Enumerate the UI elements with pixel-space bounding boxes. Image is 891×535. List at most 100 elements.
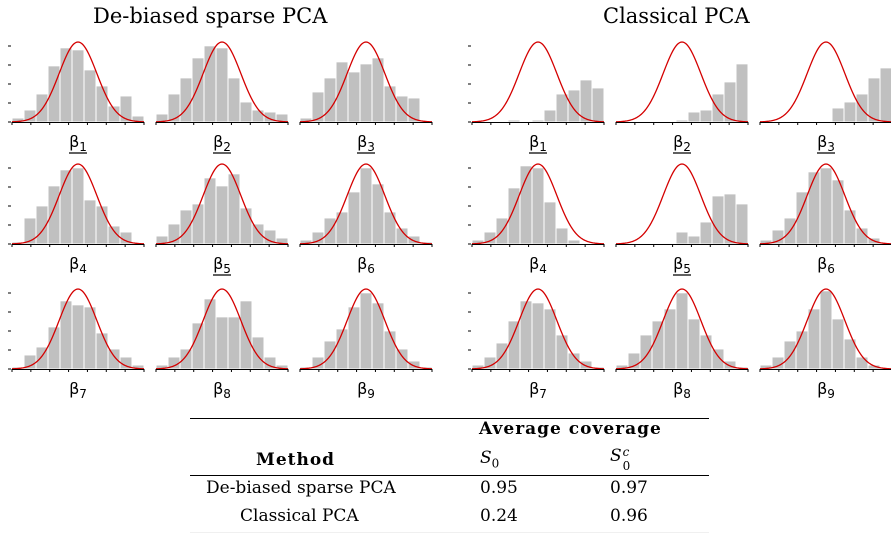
histogram-panel-g0-p5: β5	[155, 163, 289, 276]
hist-bar-g0-p7-6	[71, 304, 85, 370]
panel-label-symbol-g0-p9: β	[357, 379, 367, 398]
hist-bar-g0-p9-9	[395, 348, 409, 370]
panel-label-g0-p3: β3	[357, 132, 375, 154]
hist-bar-g1-p3-10	[867, 77, 881, 123]
hist-bar-g1-p3-9	[855, 93, 869, 123]
table-bottom-rule	[190, 532, 709, 533]
hist-bar-g1-p6-8	[843, 209, 857, 245]
panel-label-index-g0-p5: 5	[223, 262, 231, 276]
panel-label-g1-p7: β7	[529, 379, 547, 401]
hist-bar-g1-p2-6	[675, 119, 689, 123]
hist-bar-g1-p7-6	[531, 302, 545, 370]
header-s0c-superscript: c	[622, 445, 630, 459]
histogram-panel-g0-p3: β3	[299, 41, 433, 154]
hist-bar-g1-p9-3	[783, 340, 797, 370]
hist-bar-g0-p4-7	[83, 199, 97, 245]
panel-label-g0-p4: β4	[69, 254, 87, 276]
hist-bar-g0-p6-5	[347, 191, 361, 245]
hist-bar-g0-p8-3	[179, 348, 193, 370]
row-debiased-method: De-biased sparse PCA	[206, 478, 396, 498]
hist-bar-g0-p2-4	[191, 57, 205, 123]
density-curve-g1-p6	[759, 163, 891, 245]
histogram-panel-g0-p7: β7	[8, 288, 145, 401]
hist-bar-g0-p2-2	[167, 93, 181, 123]
histogram-panel-g1-p6: β6	[759, 163, 891, 276]
hist-bar-g1-p1-4	[507, 119, 521, 123]
hist-bar-g0-p2-3	[179, 77, 193, 123]
hist-bar-g1-p9-4	[795, 330, 809, 370]
panel-label-index-g0-p2: 2	[223, 140, 231, 154]
row-classical-s0: 0.24	[480, 506, 518, 526]
panel-label-symbol-g0-p5: β	[213, 254, 223, 273]
panel-label-index-g1-p9: 9	[827, 387, 835, 401]
density-curve-g0-p6	[299, 163, 433, 245]
hist-bar-g1-p2-7	[687, 111, 701, 123]
panel-label-g0-p1: β1	[69, 132, 87, 154]
hist-bar-g0-p7-8	[95, 332, 109, 370]
hist-bar-g0-p4-5	[59, 169, 73, 245]
hist-bar-g1-p1-10	[579, 79, 593, 123]
panel-label-index-g0-p6: 6	[367, 262, 375, 276]
header-s0c-symbol: S	[610, 446, 622, 466]
hist-bar-g0-p2-6	[215, 47, 229, 123]
hist-bar-g0-p8-9	[251, 336, 265, 370]
panel-label-index-g1-p7: 7	[539, 387, 547, 401]
title-classical-pca: Classical PCA	[603, 4, 750, 28]
panel-label-g1-p5: β5	[673, 254, 691, 276]
hist-bar-g1-p3-8	[843, 101, 857, 123]
panel-label-index-g1-p3: 3	[827, 140, 835, 154]
hist-bar-g1-p6-5	[807, 171, 821, 245]
histogram-panel-g0-p8: β8	[155, 288, 289, 401]
density-curve-g0-p4	[11, 163, 145, 245]
panel-label-symbol-g1-p7: β	[529, 379, 539, 398]
hist-bar-g0-p2-9	[251, 109, 265, 123]
hist-bar-g0-p5-6	[215, 185, 229, 245]
panel-label-symbol-g0-p7: β	[69, 379, 79, 398]
hist-bar-g0-p7-9	[107, 348, 121, 370]
density-curve-g1-p3	[759, 41, 891, 123]
hist-bar-g1-p1-11	[591, 87, 605, 123]
hist-bar-g1-p8-6	[675, 292, 689, 370]
hist-bar-g0-p1-10	[119, 95, 133, 123]
panel-label-symbol-g0-p1: β	[69, 132, 79, 151]
histogram-panel-g0-p9: β9	[299, 288, 433, 401]
density-curve-g1-p8	[615, 288, 749, 370]
panel-label-symbol-g0-p2: β	[213, 132, 223, 151]
header-s0: S0	[480, 448, 499, 470]
hist-bar-g0-p9-6	[359, 292, 373, 370]
histogram-panel-g0-p4: β4	[8, 163, 145, 276]
hist-bar-g0-p4-4	[47, 185, 61, 245]
header-average-coverage: Average coverage	[479, 419, 662, 439]
hist-bar-g1-p4-6	[531, 167, 545, 245]
density-curve-g0-p1	[11, 41, 145, 123]
hist-bar-g1-p7-8	[555, 334, 569, 370]
hist-bar-g0-p1-6	[71, 49, 85, 123]
panel-label-symbol-g1-p9: β	[817, 379, 827, 398]
histogram-panel-g1-p5: β5	[615, 163, 749, 276]
hist-bar-g0-p1-5	[59, 47, 73, 123]
hist-bar-g1-p5-11	[735, 203, 749, 245]
hist-bar-g1-p8-9	[711, 348, 725, 370]
density-curve-g1-p4	[471, 163, 605, 245]
hist-bar-g0-p5-9	[251, 223, 265, 245]
hist-bar-g1-p2-8	[699, 109, 713, 123]
row-classical-s0c: 0.96	[610, 506, 648, 526]
panel-label-index-g1-p8: 8	[683, 387, 691, 401]
title-debiased-sparse-pca: De-biased sparse PCA	[93, 4, 328, 28]
hist-bar-g0-p8-6	[215, 316, 229, 370]
hist-bar-g1-p7-7	[543, 308, 557, 370]
header-s0-subscript: 0	[491, 456, 500, 471]
hist-bar-g0-p8-5	[203, 298, 217, 370]
row-debiased-s0c: 0.97	[610, 478, 648, 498]
panel-label-g0-p8: β8	[213, 379, 231, 401]
hist-bar-g0-p4-2	[23, 217, 37, 245]
hist-bar-g1-p3-7	[831, 107, 845, 123]
panel-label-symbol-g1-p8: β	[673, 379, 683, 398]
histogram-panel-g1-p9: β9	[759, 288, 891, 401]
hist-bar-g0-p7-5	[59, 300, 73, 370]
hist-bar-g0-p8-7	[227, 316, 241, 370]
panel-label-symbol-g1-p4: β	[529, 254, 539, 273]
hist-bar-g1-p8-8	[699, 334, 713, 370]
